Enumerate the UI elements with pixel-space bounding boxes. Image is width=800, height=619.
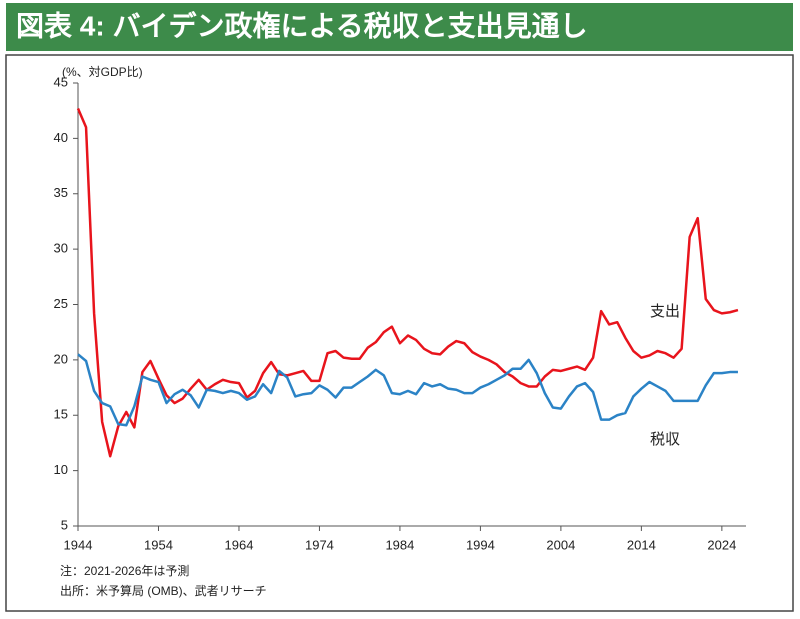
x-tick-label: 2014 bbox=[627, 537, 656, 552]
y-tick-label: 30 bbox=[54, 241, 68, 256]
x-tick-label: 1984 bbox=[385, 537, 414, 552]
series-line bbox=[76, 107, 739, 458]
chart-frame bbox=[5, 54, 794, 612]
x-tick-label: 2024 bbox=[707, 537, 736, 552]
y-tick-label: 20 bbox=[54, 351, 68, 366]
y-tick-label: 25 bbox=[54, 296, 68, 311]
source: 出所：米予算局 (OMB)、武者リサーチ bbox=[60, 583, 267, 598]
chart-title: 図表 4: バイデン政権による税収と支出見通し bbox=[16, 9, 588, 41]
x-tick-label: 1974 bbox=[305, 537, 334, 552]
x-tick-label: 1954 bbox=[144, 537, 173, 552]
x-tick-label: 2004 bbox=[546, 537, 575, 552]
x-tick-label: 1944 bbox=[64, 537, 93, 552]
y-tick-label: 5 bbox=[61, 517, 68, 532]
series-label: 税収 bbox=[650, 431, 680, 448]
x-tick-label: 1994 bbox=[466, 537, 495, 552]
title-banner bbox=[6, 3, 793, 51]
y-tick-label: 15 bbox=[54, 407, 68, 422]
series-label: 支出 bbox=[650, 303, 680, 320]
series-line bbox=[77, 353, 738, 427]
x-tick-label: 1964 bbox=[225, 537, 254, 552]
y-tick-label: 40 bbox=[54, 130, 68, 145]
y-tick-label: 35 bbox=[54, 185, 68, 200]
y-tick-label: 10 bbox=[54, 462, 68, 477]
note: 注：2021-2026年は予測 bbox=[60, 563, 189, 578]
y-tick-label: 45 bbox=[54, 74, 68, 89]
y-axis-label: (%、対GDP比) bbox=[62, 65, 143, 79]
